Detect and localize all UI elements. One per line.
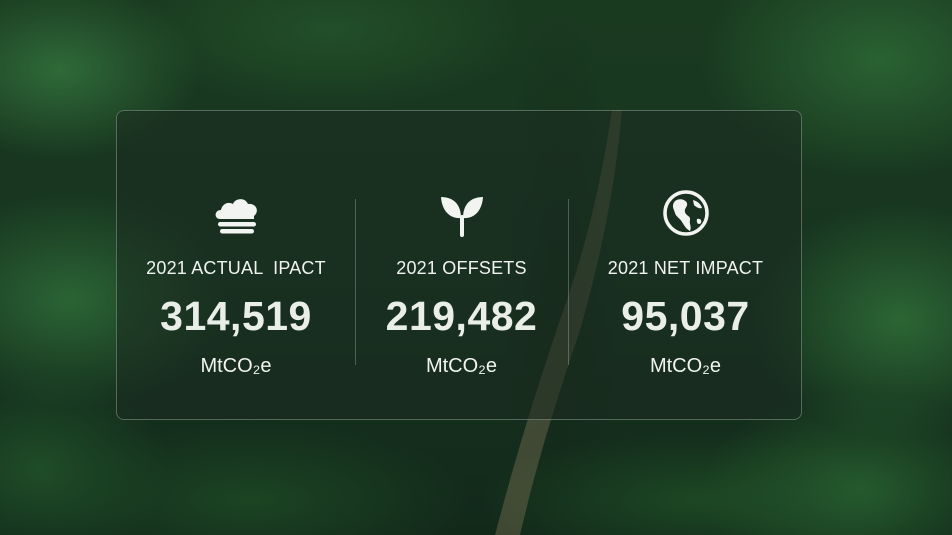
offsets-label: 2021 OFFSETS xyxy=(396,258,527,278)
net-impact-unit: MtCO₂e xyxy=(649,355,722,377)
sprout-icon xyxy=(436,189,488,237)
impact-summary-panel: 2021 ACTUAL IPACT 314,519 MtCO₂e 2021 OF… xyxy=(116,110,802,420)
cloud-icon xyxy=(210,189,262,237)
net-impact-value: 95,037 xyxy=(621,293,750,339)
actual-impact-unit: MtCO₂e xyxy=(200,355,272,377)
net-impact-label: 2021 NET IMPACT xyxy=(607,258,764,278)
actual-impact-label: 2021 ACTUAL IPACT xyxy=(146,258,326,278)
offsets-unit: MtCO₂e xyxy=(425,355,498,377)
stat-divider xyxy=(355,199,356,365)
net-impact-stat: 2021 NET IMPACT 95,037 MtCO₂e xyxy=(568,111,803,421)
stat-divider xyxy=(568,199,569,365)
actual-impact-stat: 2021 ACTUAL IPACT 314,519 MtCO₂e xyxy=(117,111,355,421)
globe-icon xyxy=(660,189,712,237)
actual-impact-value: 314,519 xyxy=(160,293,312,339)
offsets-stat: 2021 OFFSETS 219,482 MtCO₂e xyxy=(355,111,568,421)
offsets-value: 219,482 xyxy=(385,293,538,339)
